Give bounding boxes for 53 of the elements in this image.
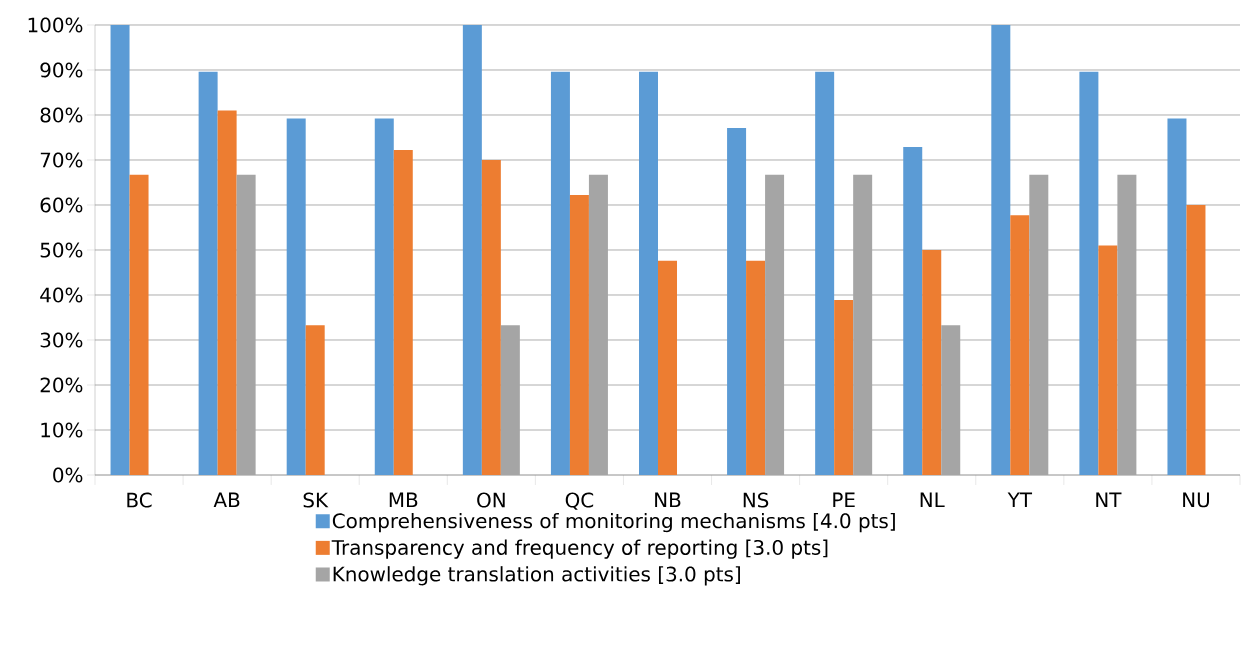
bar (1167, 118, 1187, 475)
y-tick-label: 40% (40, 287, 83, 303)
x-tick-label: NU (1183, 492, 1209, 508)
y-tick-label: 100% (28, 17, 83, 33)
y-tick-label: 0% (53, 467, 83, 483)
bar (1010, 215, 1030, 475)
bar (569, 195, 589, 475)
bar (481, 160, 501, 475)
y-tick-label: 70% (40, 152, 83, 168)
x-tick-label: AB (213, 492, 240, 508)
x-tick-label: YT (1007, 492, 1033, 508)
x-tick-label: NT (1096, 492, 1122, 508)
bar (286, 118, 306, 475)
x-tick-label: NL (920, 492, 945, 508)
bar (217, 110, 237, 475)
legend-label: Comprehensiveness of monitoring mechanisms [4.0 pts] (332, 512, 895, 533)
bar (727, 128, 747, 475)
bar (1186, 205, 1206, 475)
y-tick-label: 50% (40, 242, 83, 258)
y-tick-label: 10% (41, 422, 83, 438)
x-tick-label: QC (565, 492, 594, 510)
bar (393, 150, 413, 475)
y-tick-label: 30% (40, 332, 83, 348)
bar (1098, 245, 1118, 475)
x-tick-label: MB (389, 492, 418, 508)
x-tick-label: BC (127, 492, 152, 508)
bar (922, 250, 942, 475)
x-tick-label: NS (743, 492, 769, 508)
bar (305, 325, 325, 475)
y-tick-label: 80% (40, 107, 83, 123)
x-tick-label: NB (655, 492, 681, 508)
bar (129, 174, 149, 475)
bar (550, 71, 570, 475)
legend-label: Transparency and frequency of reporting [3.0 pts] (331, 539, 828, 559)
bar (903, 146, 923, 475)
bar (746, 260, 766, 475)
bar (639, 71, 658, 475)
bar (1079, 71, 1099, 475)
x-tick-label: PE (833, 492, 855, 508)
bar (110, 25, 130, 475)
y-tick-label: 90% (40, 62, 83, 78)
legend-label: Knowledge translation activities [3.0 pts] (333, 566, 740, 586)
x-tick-label: SK (303, 492, 329, 508)
y-tick-label: 60% (40, 197, 83, 213)
y-tick-label: 20% (40, 377, 83, 393)
bar (374, 118, 394, 475)
bar (834, 299, 854, 475)
bar (658, 260, 677, 475)
bar (815, 71, 835, 475)
bar (991, 25, 1011, 475)
bar (462, 25, 482, 475)
bar (198, 71, 218, 475)
x-tick-label: ON (477, 492, 505, 508)
